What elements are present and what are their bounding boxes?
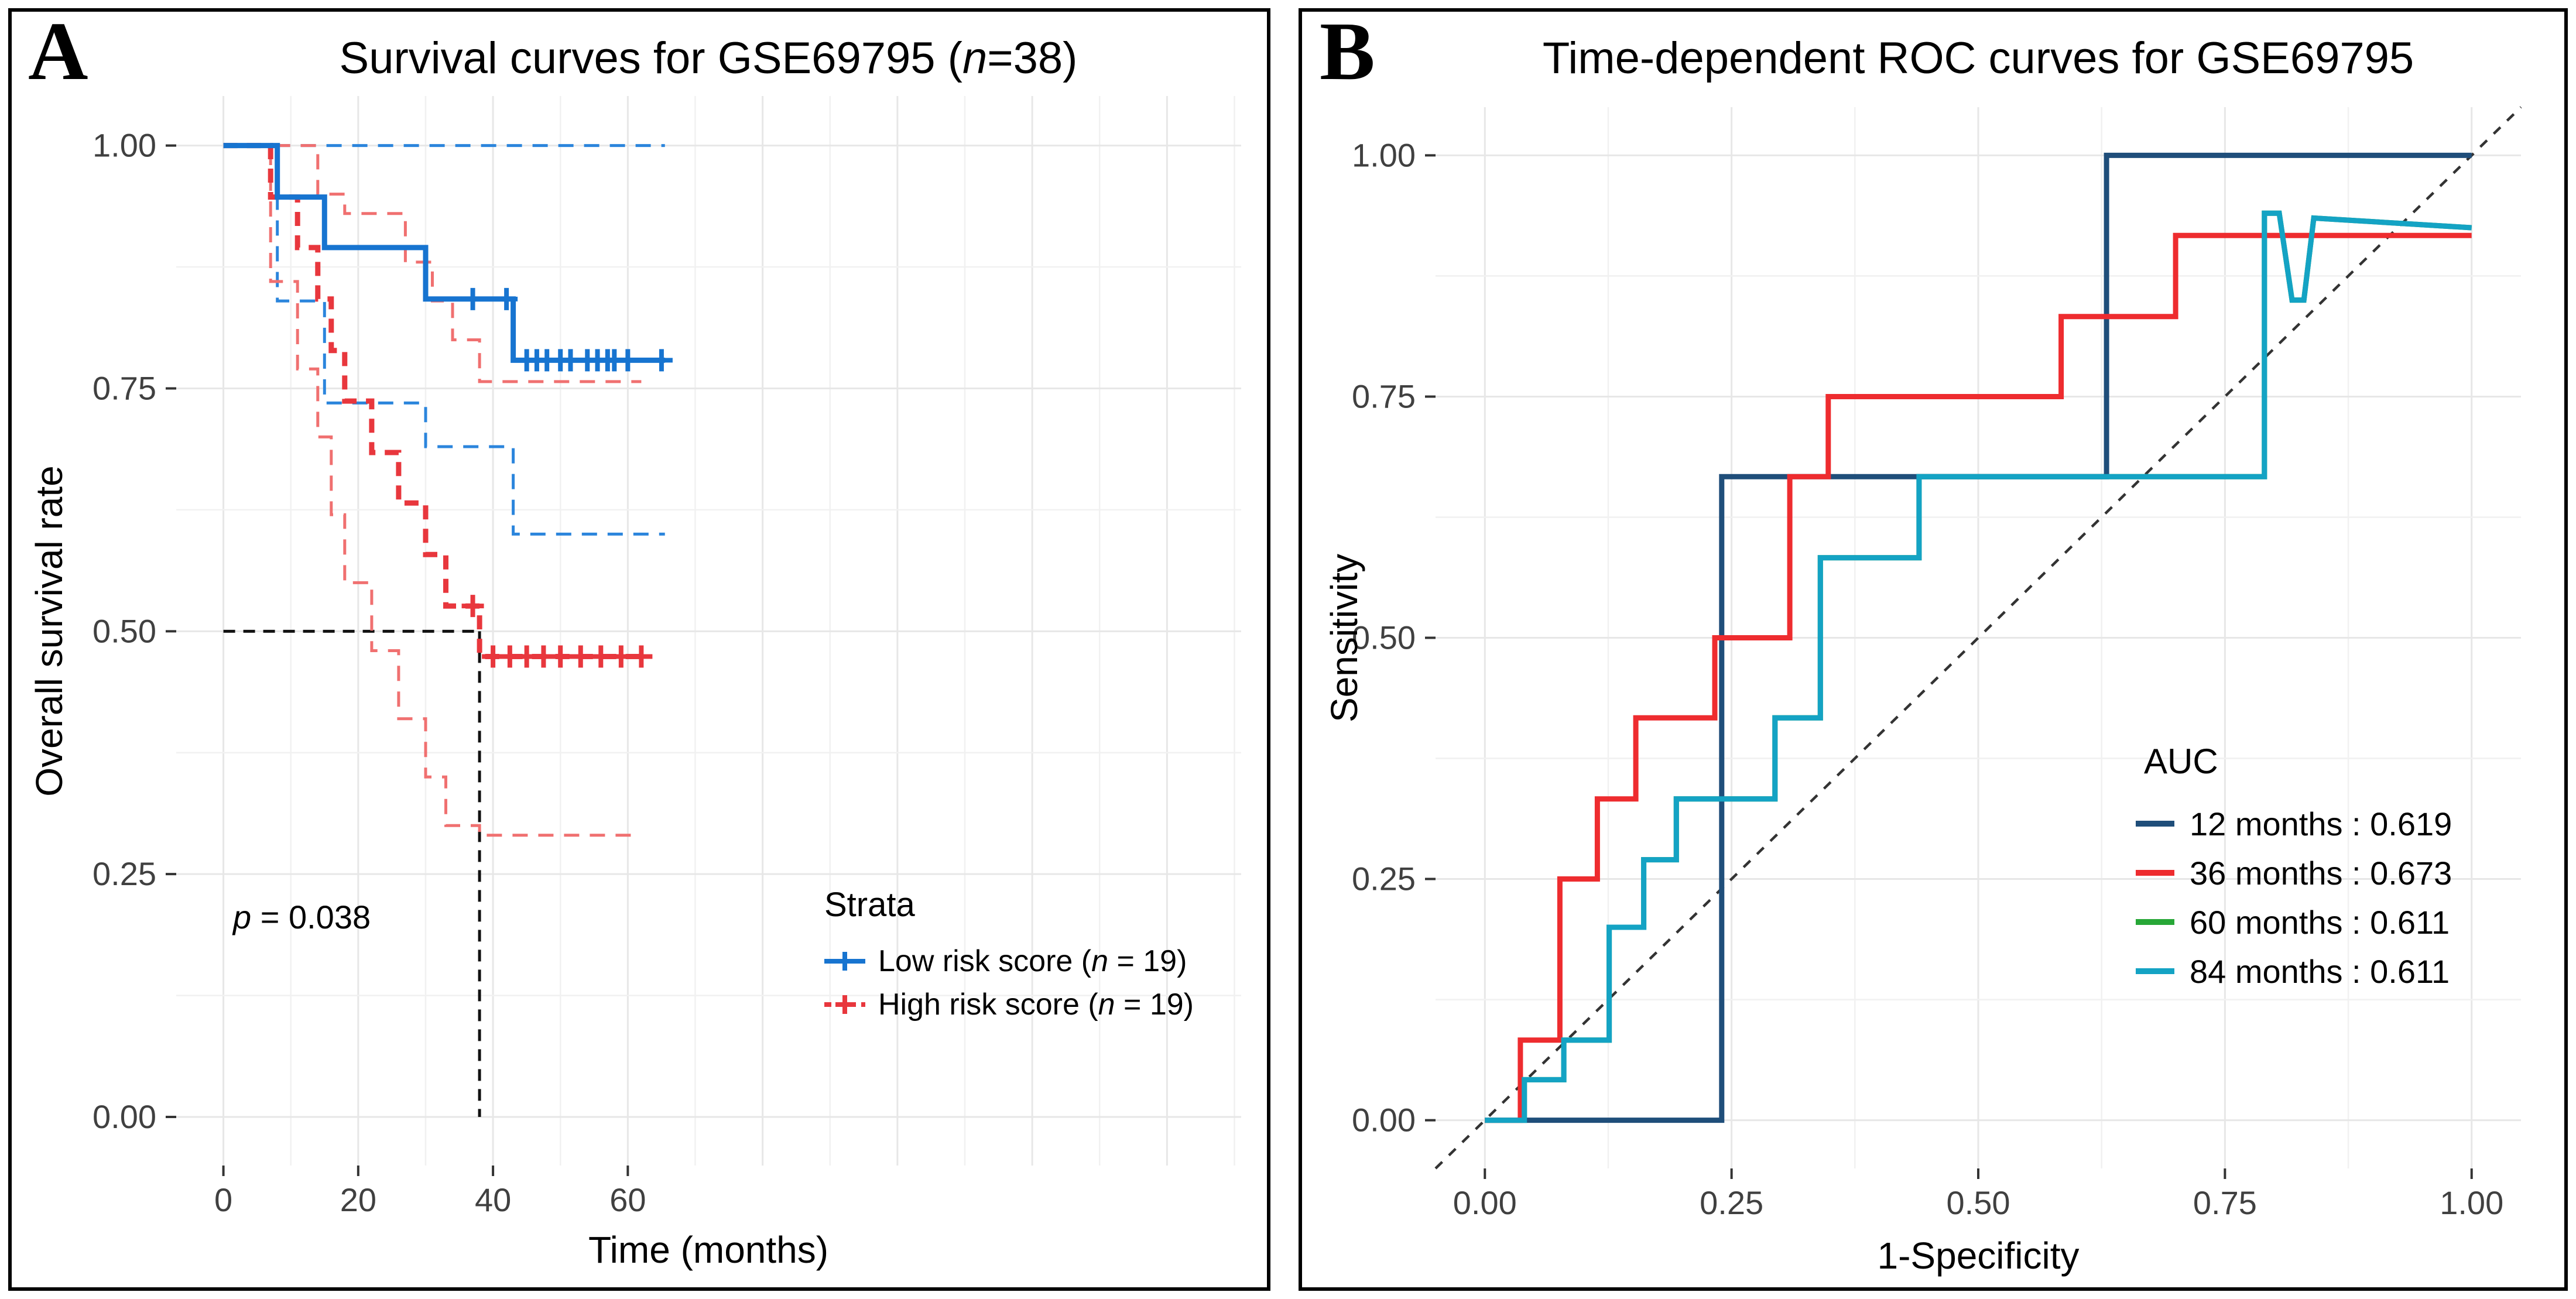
log-rank-p-value: p = 0.038	[233, 899, 371, 935]
km-plot-canvas: 0 20 40 60 1.00 0.75 0.50 0.25 0.00	[93, 96, 1241, 1218]
auc-legend-item-12-months: 12 months : 0.619	[2136, 799, 2452, 848]
auc-legend-item-60-months: 60 months : 0.611	[2136, 897, 2452, 947]
panel-a-title: Survival curves for GSE69795 (n=38)	[339, 33, 1078, 83]
auc-legend-item-36-months: 36 months : 0.673	[2136, 848, 2452, 897]
strata-legend-item-low-risk: Low risk score (n = 19)	[824, 940, 1194, 983]
svg-text:0.50: 0.50	[1947, 1184, 2010, 1221]
panel-a-y-axis-title: Overall survival rate	[28, 465, 70, 797]
panel-b-letter: B	[1320, 5, 1375, 97]
auc-legend-title: AUC	[2144, 742, 2218, 781]
strata-legend-title: Strata	[824, 886, 915, 924]
svg-text:0.25: 0.25	[1700, 1184, 1763, 1221]
svg-text:0.25: 0.25	[93, 855, 156, 892]
svg-text:20: 20	[340, 1181, 376, 1218]
panel-b-x-axis-title: 1-Specificity	[1877, 1235, 2080, 1277]
svg-text:1.00: 1.00	[1352, 136, 1416, 173]
panel-a-letter: A	[28, 5, 88, 97]
roc-84-months-key-icon	[2136, 968, 2174, 974]
svg-text:0.75: 0.75	[1352, 378, 1416, 414]
svg-text:0.25: 0.25	[1352, 861, 1416, 897]
panel-b-y-axis-title: Sensitivity	[1323, 553, 1365, 723]
svg-text:0.75: 0.75	[2193, 1184, 2257, 1221]
svg-text:0.00: 0.00	[93, 1098, 156, 1135]
auc-legend: AUC 12 months : 0.619 36 months : 0.673 …	[2136, 741, 2452, 996]
svg-text:0: 0	[214, 1181, 232, 1218]
svg-text:0.00: 0.00	[1453, 1184, 1517, 1221]
roc-12-months-key-icon	[2136, 821, 2174, 827]
km-low-risk-key-icon	[824, 948, 865, 974]
auc-legend-item-84-months: 84 months : 0.611	[2136, 947, 2452, 996]
svg-text:0.00: 0.00	[1352, 1102, 1416, 1139]
panel-a-x-axis-title: Time (months)	[588, 1229, 829, 1271]
roc-36-months-key-icon	[2136, 870, 2174, 876]
svg-text:40: 40	[475, 1181, 511, 1218]
svg-text:0.75: 0.75	[93, 369, 156, 406]
strata-legend: Strata Low risk score (n = 19) High risk…	[824, 885, 1194, 1026]
panel-b-title: Time-dependent ROC curves for GSE69795	[1542, 33, 2414, 83]
roc-plot-canvas: 0.00 0.25 0.50 0.75 1.00 1.00 0.75 0.50 0.25 0.00	[1352, 106, 2522, 1221]
svg-text:60: 60	[609, 1181, 646, 1218]
svg-text:1.00: 1.00	[2440, 1184, 2503, 1221]
strata-legend-item-high-risk: High risk score (n = 19)	[824, 983, 1194, 1026]
km-high-risk-key-icon	[824, 992, 865, 1017]
roc-60-months-key-icon	[2136, 919, 2174, 925]
svg-text:1.00: 1.00	[93, 127, 156, 164]
svg-text:0.50: 0.50	[93, 612, 156, 649]
svg-text:0.50: 0.50	[1352, 619, 1416, 656]
